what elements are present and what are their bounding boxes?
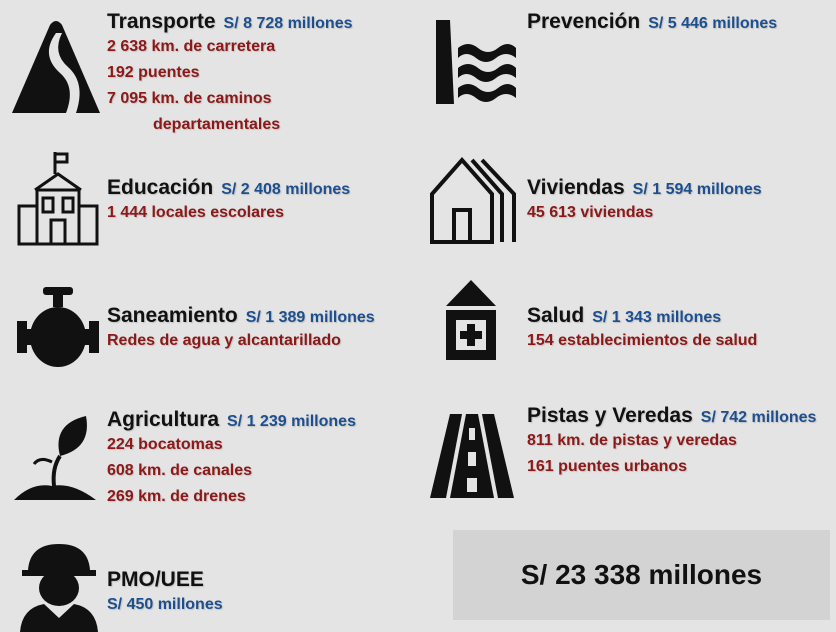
item-title: Prevención [527, 10, 641, 33]
item-detail: Redes de agua y alcantarillado [107, 332, 341, 349]
item-title: Saneamiento [107, 304, 238, 327]
item: Prevención S/ 5 446 millones [527, 10, 777, 34]
item-amount: S/ 450 millones [107, 596, 223, 613]
item-detail: 161 puentes urbanos [527, 458, 688, 475]
item: Transporte S/ 8 728 millones 2 638 km. de … [107, 10, 352, 138]
item-detail: 192 puentes [107, 64, 200, 81]
item-amount: S/ 2 408 millones [221, 181, 351, 198]
street-icon [430, 414, 514, 498]
item-detail: departamentales [153, 116, 281, 133]
item-detail: 7 095 km. de caminos [107, 90, 272, 107]
houses-icon [430, 156, 516, 244]
valve-icon [17, 287, 99, 367]
health-icon [446, 280, 496, 360]
prevention-icon [436, 20, 516, 104]
item-amount: S/ 742 millones [700, 409, 817, 426]
item-amount: S/ 1 239 millones [227, 413, 356, 430]
item-amount: S/ 8 728 millones [223, 15, 353, 32]
total-amount: S/ 23 338 millones [453, 530, 830, 620]
item-title: PMO/UEE [107, 568, 204, 591]
item: Salud S/ 1 343 millones 154 establecimient… [527, 304, 757, 354]
item-detail: 1 444 locales escolares [107, 204, 285, 221]
item-amount: S/ 1 343 millones [592, 309, 722, 326]
item-title: Pistas y Veredas [527, 404, 693, 427]
item: Saneamiento S/ 1 389 millones Redes de agu… [107, 304, 375, 354]
item-amount: S/ 1 594 millones [632, 181, 762, 198]
item-detail: 269 km. de drenes [107, 488, 246, 505]
item-title: Salud [527, 304, 585, 327]
item-detail: 2 638 km. de carretera [107, 38, 276, 55]
item-detail: 608 km. de canales [107, 462, 252, 479]
item-amount: S/ 1 389 millones [245, 309, 375, 326]
item: Viviendas S/ 1 594 millones 45 613 viviend… [527, 176, 762, 226]
item: Agricultura S/ 1 239 millones 224 bocatoma… [107, 408, 356, 510]
item: PMO/UEE S/ 450 millones [107, 568, 223, 618]
item-detail: 154 establecimientos de salud [527, 332, 758, 349]
item-title: Agricultura [107, 408, 220, 431]
item-detail: 224 bocatomas [107, 436, 223, 453]
item: Educación S/ 2 408 millones 1 444 locales … [107, 176, 350, 226]
item-detail: 45 613 viviendas [527, 204, 654, 221]
item-detail: 811 km. de pistas y veredas [527, 432, 737, 449]
item-title: Viviendas [527, 176, 625, 199]
item-amount: S/ 5 446 millones [648, 15, 778, 32]
item-title: Transporte [107, 10, 216, 33]
item: Pistas y Veredas S/ 742 millones 811 km. d… [527, 404, 816, 480]
plant-icon [14, 416, 96, 500]
worker-icon [20, 544, 98, 632]
school-icon [17, 152, 99, 246]
item-title: Educación [107, 176, 214, 199]
road-icon [12, 21, 100, 113]
